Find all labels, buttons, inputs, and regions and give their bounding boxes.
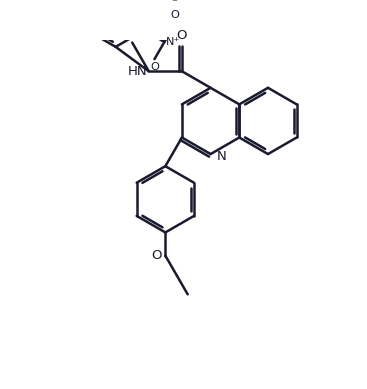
Text: N⁺: N⁺ xyxy=(166,37,180,47)
Text: HN: HN xyxy=(127,65,147,78)
Text: O: O xyxy=(177,30,187,42)
Text: O: O xyxy=(150,62,159,72)
Text: O: O xyxy=(151,249,161,262)
Text: ⁻
O: ⁻ O xyxy=(170,0,179,20)
Text: N: N xyxy=(217,150,226,163)
